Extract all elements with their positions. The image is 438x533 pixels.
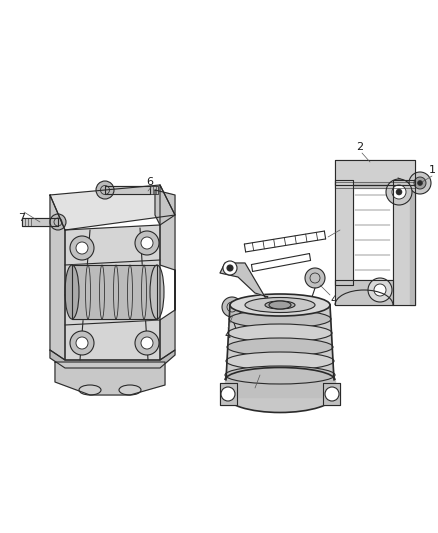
- Text: 4: 4: [224, 330, 232, 340]
- Polygon shape: [323, 383, 340, 405]
- Polygon shape: [50, 195, 65, 360]
- Polygon shape: [155, 190, 175, 225]
- Circle shape: [396, 189, 402, 195]
- Polygon shape: [226, 305, 334, 380]
- Polygon shape: [22, 218, 58, 226]
- Polygon shape: [50, 185, 175, 230]
- Circle shape: [414, 177, 426, 189]
- Circle shape: [223, 261, 237, 275]
- Circle shape: [386, 179, 412, 205]
- Ellipse shape: [245, 297, 315, 312]
- Circle shape: [325, 387, 339, 401]
- Ellipse shape: [150, 265, 164, 319]
- Circle shape: [222, 297, 242, 317]
- Polygon shape: [72, 265, 157, 319]
- Text: 2: 2: [357, 142, 364, 152]
- Ellipse shape: [230, 296, 330, 314]
- Ellipse shape: [228, 324, 332, 342]
- Circle shape: [374, 284, 386, 296]
- Polygon shape: [393, 180, 415, 305]
- Text: 5: 5: [251, 390, 258, 400]
- Text: 6: 6: [146, 177, 153, 187]
- Polygon shape: [410, 182, 415, 305]
- Circle shape: [135, 331, 159, 355]
- Circle shape: [392, 185, 406, 199]
- Text: 7: 7: [18, 213, 25, 223]
- Circle shape: [135, 231, 159, 255]
- Circle shape: [227, 265, 233, 271]
- Polygon shape: [335, 160, 415, 185]
- Text: 4: 4: [330, 295, 337, 305]
- Polygon shape: [225, 380, 335, 397]
- Circle shape: [70, 331, 94, 355]
- Polygon shape: [220, 383, 237, 405]
- Circle shape: [305, 268, 325, 288]
- Polygon shape: [335, 182, 415, 188]
- Polygon shape: [55, 362, 165, 395]
- Polygon shape: [335, 280, 393, 305]
- Ellipse shape: [65, 265, 79, 319]
- Polygon shape: [50, 350, 175, 368]
- Ellipse shape: [229, 310, 331, 328]
- Text: 3: 3: [338, 223, 345, 233]
- Polygon shape: [160, 185, 175, 360]
- Polygon shape: [65, 225, 160, 360]
- Circle shape: [76, 242, 88, 254]
- Circle shape: [70, 236, 94, 260]
- Ellipse shape: [225, 377, 335, 413]
- Ellipse shape: [230, 294, 330, 316]
- Circle shape: [417, 181, 423, 185]
- Circle shape: [409, 172, 431, 194]
- Circle shape: [76, 337, 88, 349]
- Ellipse shape: [79, 385, 101, 395]
- Circle shape: [221, 387, 235, 401]
- Ellipse shape: [50, 214, 66, 230]
- Ellipse shape: [269, 301, 291, 309]
- Polygon shape: [220, 263, 268, 297]
- Polygon shape: [150, 186, 158, 194]
- Circle shape: [368, 278, 392, 302]
- Polygon shape: [335, 180, 353, 285]
- Ellipse shape: [227, 338, 333, 356]
- Text: 1: 1: [428, 165, 435, 175]
- Ellipse shape: [96, 181, 114, 199]
- Ellipse shape: [265, 301, 295, 309]
- Ellipse shape: [226, 352, 334, 370]
- Circle shape: [141, 237, 153, 249]
- Polygon shape: [105, 186, 150, 194]
- Circle shape: [141, 337, 153, 349]
- Ellipse shape: [225, 366, 335, 384]
- Ellipse shape: [119, 385, 141, 395]
